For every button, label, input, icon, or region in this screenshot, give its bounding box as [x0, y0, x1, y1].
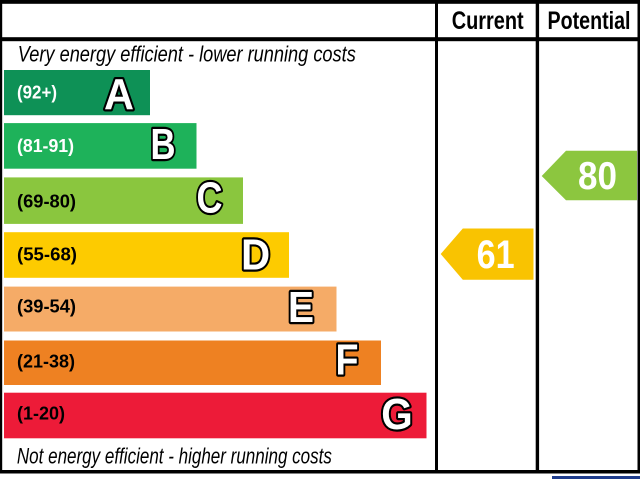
svg-text:(92+): (92+): [17, 82, 57, 102]
svg-text:(55-68): (55-68): [17, 244, 77, 264]
svg-text:Not energy efficient - higher: Not energy efficient - higher running co…: [17, 443, 332, 468]
svg-text:B: B: [151, 120, 176, 169]
svg-text:61: 61: [477, 233, 515, 277]
svg-text:Very energy efficient - lower: Very energy efficient - lower running co…: [18, 41, 356, 66]
svg-text:E: E: [288, 283, 314, 332]
svg-text:80: 80: [578, 155, 617, 198]
svg-text:Potential: Potential: [548, 7, 631, 35]
svg-text:(21-38): (21-38): [17, 351, 75, 371]
svg-text:D: D: [241, 230, 270, 279]
svg-text:(69-80): (69-80): [17, 191, 76, 211]
svg-text:Current: Current: [452, 7, 525, 35]
svg-text:(1-20): (1-20): [17, 403, 65, 423]
svg-text:(81-91): (81-91): [17, 136, 74, 156]
svg-text:G: G: [381, 390, 413, 439]
svg-text:C: C: [197, 174, 223, 223]
svg-text:A: A: [104, 70, 134, 119]
svg-text:F: F: [336, 336, 359, 385]
svg-text:(39-54): (39-54): [17, 297, 76, 317]
